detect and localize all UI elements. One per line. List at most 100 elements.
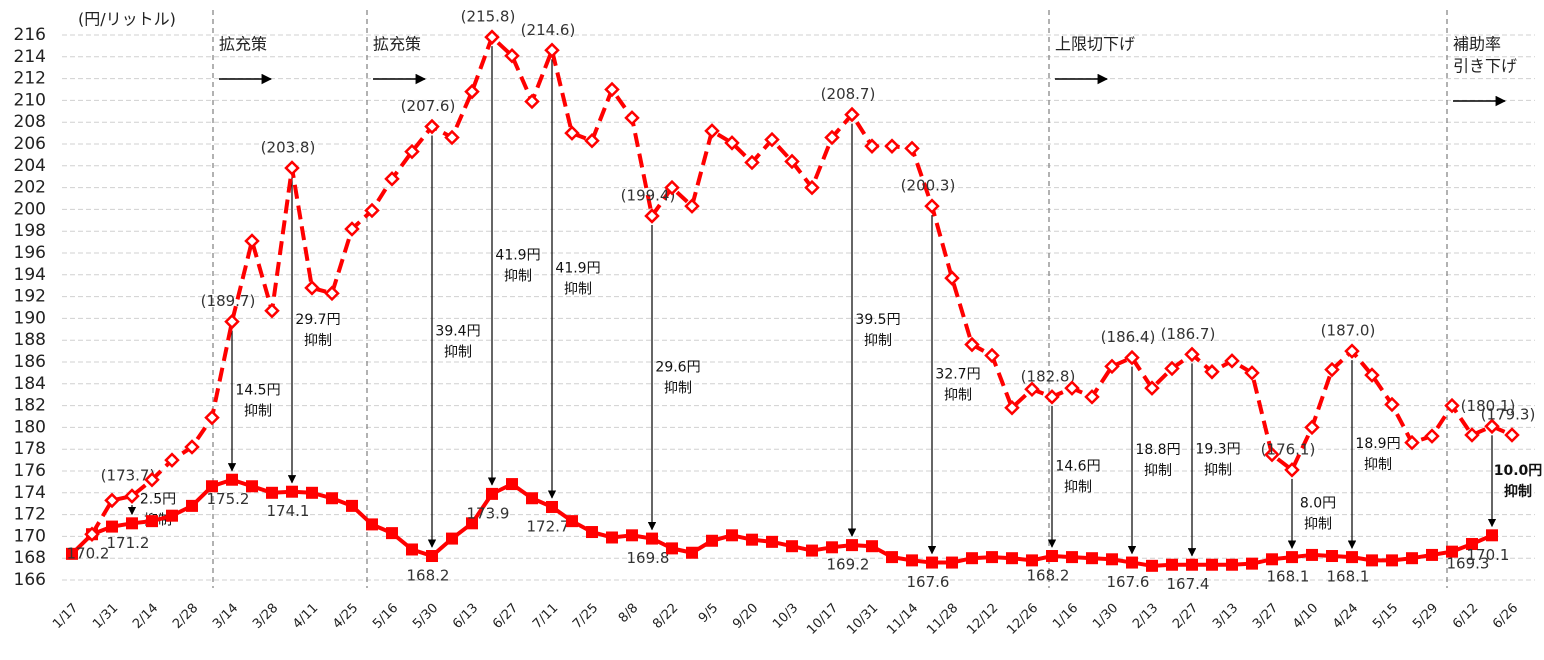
phase-label: 拡充策 [219, 35, 267, 54]
x-tick-label: 6/26 [1490, 601, 1521, 632]
point [926, 556, 938, 569]
point [564, 125, 580, 141]
point [1326, 550, 1338, 563]
y-tick-label: 182 [14, 396, 46, 416]
x-tick-label: 6/13 [450, 601, 481, 632]
x-tick-label: 5/16 [370, 601, 401, 632]
point [946, 556, 958, 569]
y-tick-label: 204 [14, 156, 46, 176]
x-tick-label: 1/17 [50, 601, 81, 632]
point [1164, 360, 1180, 377]
point [444, 129, 460, 146]
x-tick-label: 10/17 [804, 601, 841, 638]
point [326, 492, 338, 505]
point [1064, 380, 1080, 396]
point [824, 129, 840, 146]
point [1044, 389, 1060, 405]
x-tick-label: 9/5 [696, 601, 721, 626]
x-tick-label: 4/24 [1330, 601, 1361, 632]
point [586, 526, 598, 539]
point [666, 542, 678, 555]
data-label: 168.1 [1327, 568, 1370, 586]
y-axis-label: (円/リットル) [78, 10, 176, 29]
x-tick-label: 12/26 [1004, 601, 1041, 638]
point [1464, 427, 1480, 443]
data-label: 168.2 [407, 567, 450, 585]
reduction-label: 18.8円 [1135, 442, 1180, 458]
point [566, 515, 578, 528]
data-label: (176.1) [1261, 440, 1316, 458]
x-tick-label: 3/13 [1210, 601, 1241, 632]
point [524, 93, 540, 110]
phase-label: 引き下げ [1453, 57, 1517, 76]
data-label: (215.8) [461, 8, 516, 26]
y-tick-label: 178 [14, 439, 46, 459]
x-tick-label: 6/27 [490, 601, 521, 632]
point [746, 533, 758, 546]
point [626, 529, 638, 542]
point [1444, 397, 1460, 414]
reduction-label: 8.0円 [1300, 496, 1336, 512]
point [84, 526, 100, 542]
reduction-label: 抑制 [1204, 463, 1232, 479]
point [1006, 552, 1018, 565]
x-tick-label: 9/20 [730, 601, 761, 632]
point [846, 539, 858, 552]
y-tick-label: 172 [14, 505, 46, 525]
point [346, 499, 358, 512]
point [1286, 551, 1298, 564]
y-tick-label: 194 [14, 265, 46, 285]
data-label: 173.9 [467, 504, 510, 522]
point [1266, 553, 1278, 566]
point [106, 520, 118, 533]
point [304, 280, 320, 296]
point [244, 233, 260, 249]
reduction-label: 抑制 [1364, 457, 1392, 473]
point [384, 171, 400, 187]
reduction-label: 抑制 [944, 387, 972, 403]
point [266, 486, 278, 499]
point [124, 488, 140, 504]
point [644, 208, 660, 224]
y-tick-label: 202 [14, 178, 46, 198]
point [1224, 353, 1240, 369]
data-label: (187.0) [1321, 322, 1376, 340]
y-tick-label: 214 [14, 47, 46, 67]
point [1264, 446, 1280, 463]
point [1426, 548, 1438, 561]
data-label: 170.1 [1467, 546, 1510, 564]
point [1084, 389, 1100, 405]
data-label: (189.7) [201, 292, 256, 310]
reduction-label: 抑制 [664, 380, 692, 396]
point [1364, 367, 1380, 383]
point [726, 529, 738, 542]
point [306, 486, 318, 499]
data-label: (179.3) [1481, 406, 1536, 424]
data-label: (200.3) [901, 177, 956, 195]
point [1124, 349, 1140, 366]
point [544, 42, 560, 59]
data-label: 171.2 [107, 534, 150, 552]
data-label: (207.6) [401, 97, 456, 115]
point [924, 198, 940, 214]
point [1086, 552, 1098, 565]
point [1504, 427, 1520, 443]
reduction-label: 29.6円 [655, 359, 700, 375]
point [386, 527, 398, 540]
point [784, 153, 800, 170]
y-tick-label: 212 [14, 69, 46, 89]
point [1244, 365, 1260, 381]
point [766, 535, 778, 548]
point [1284, 462, 1300, 478]
reduction-label: 2.5円 [140, 492, 176, 508]
x-tick-label: 4/11 [290, 601, 321, 632]
data-label: 174.1 [267, 502, 310, 520]
data-label: (173.7) [101, 467, 156, 485]
x-tick-label: 1/31 [90, 601, 121, 632]
reduction-label: 抑制 [1064, 479, 1092, 495]
point [664, 179, 680, 196]
point [1146, 559, 1158, 572]
y-tick-label: 174 [14, 483, 46, 503]
point [604, 81, 620, 98]
